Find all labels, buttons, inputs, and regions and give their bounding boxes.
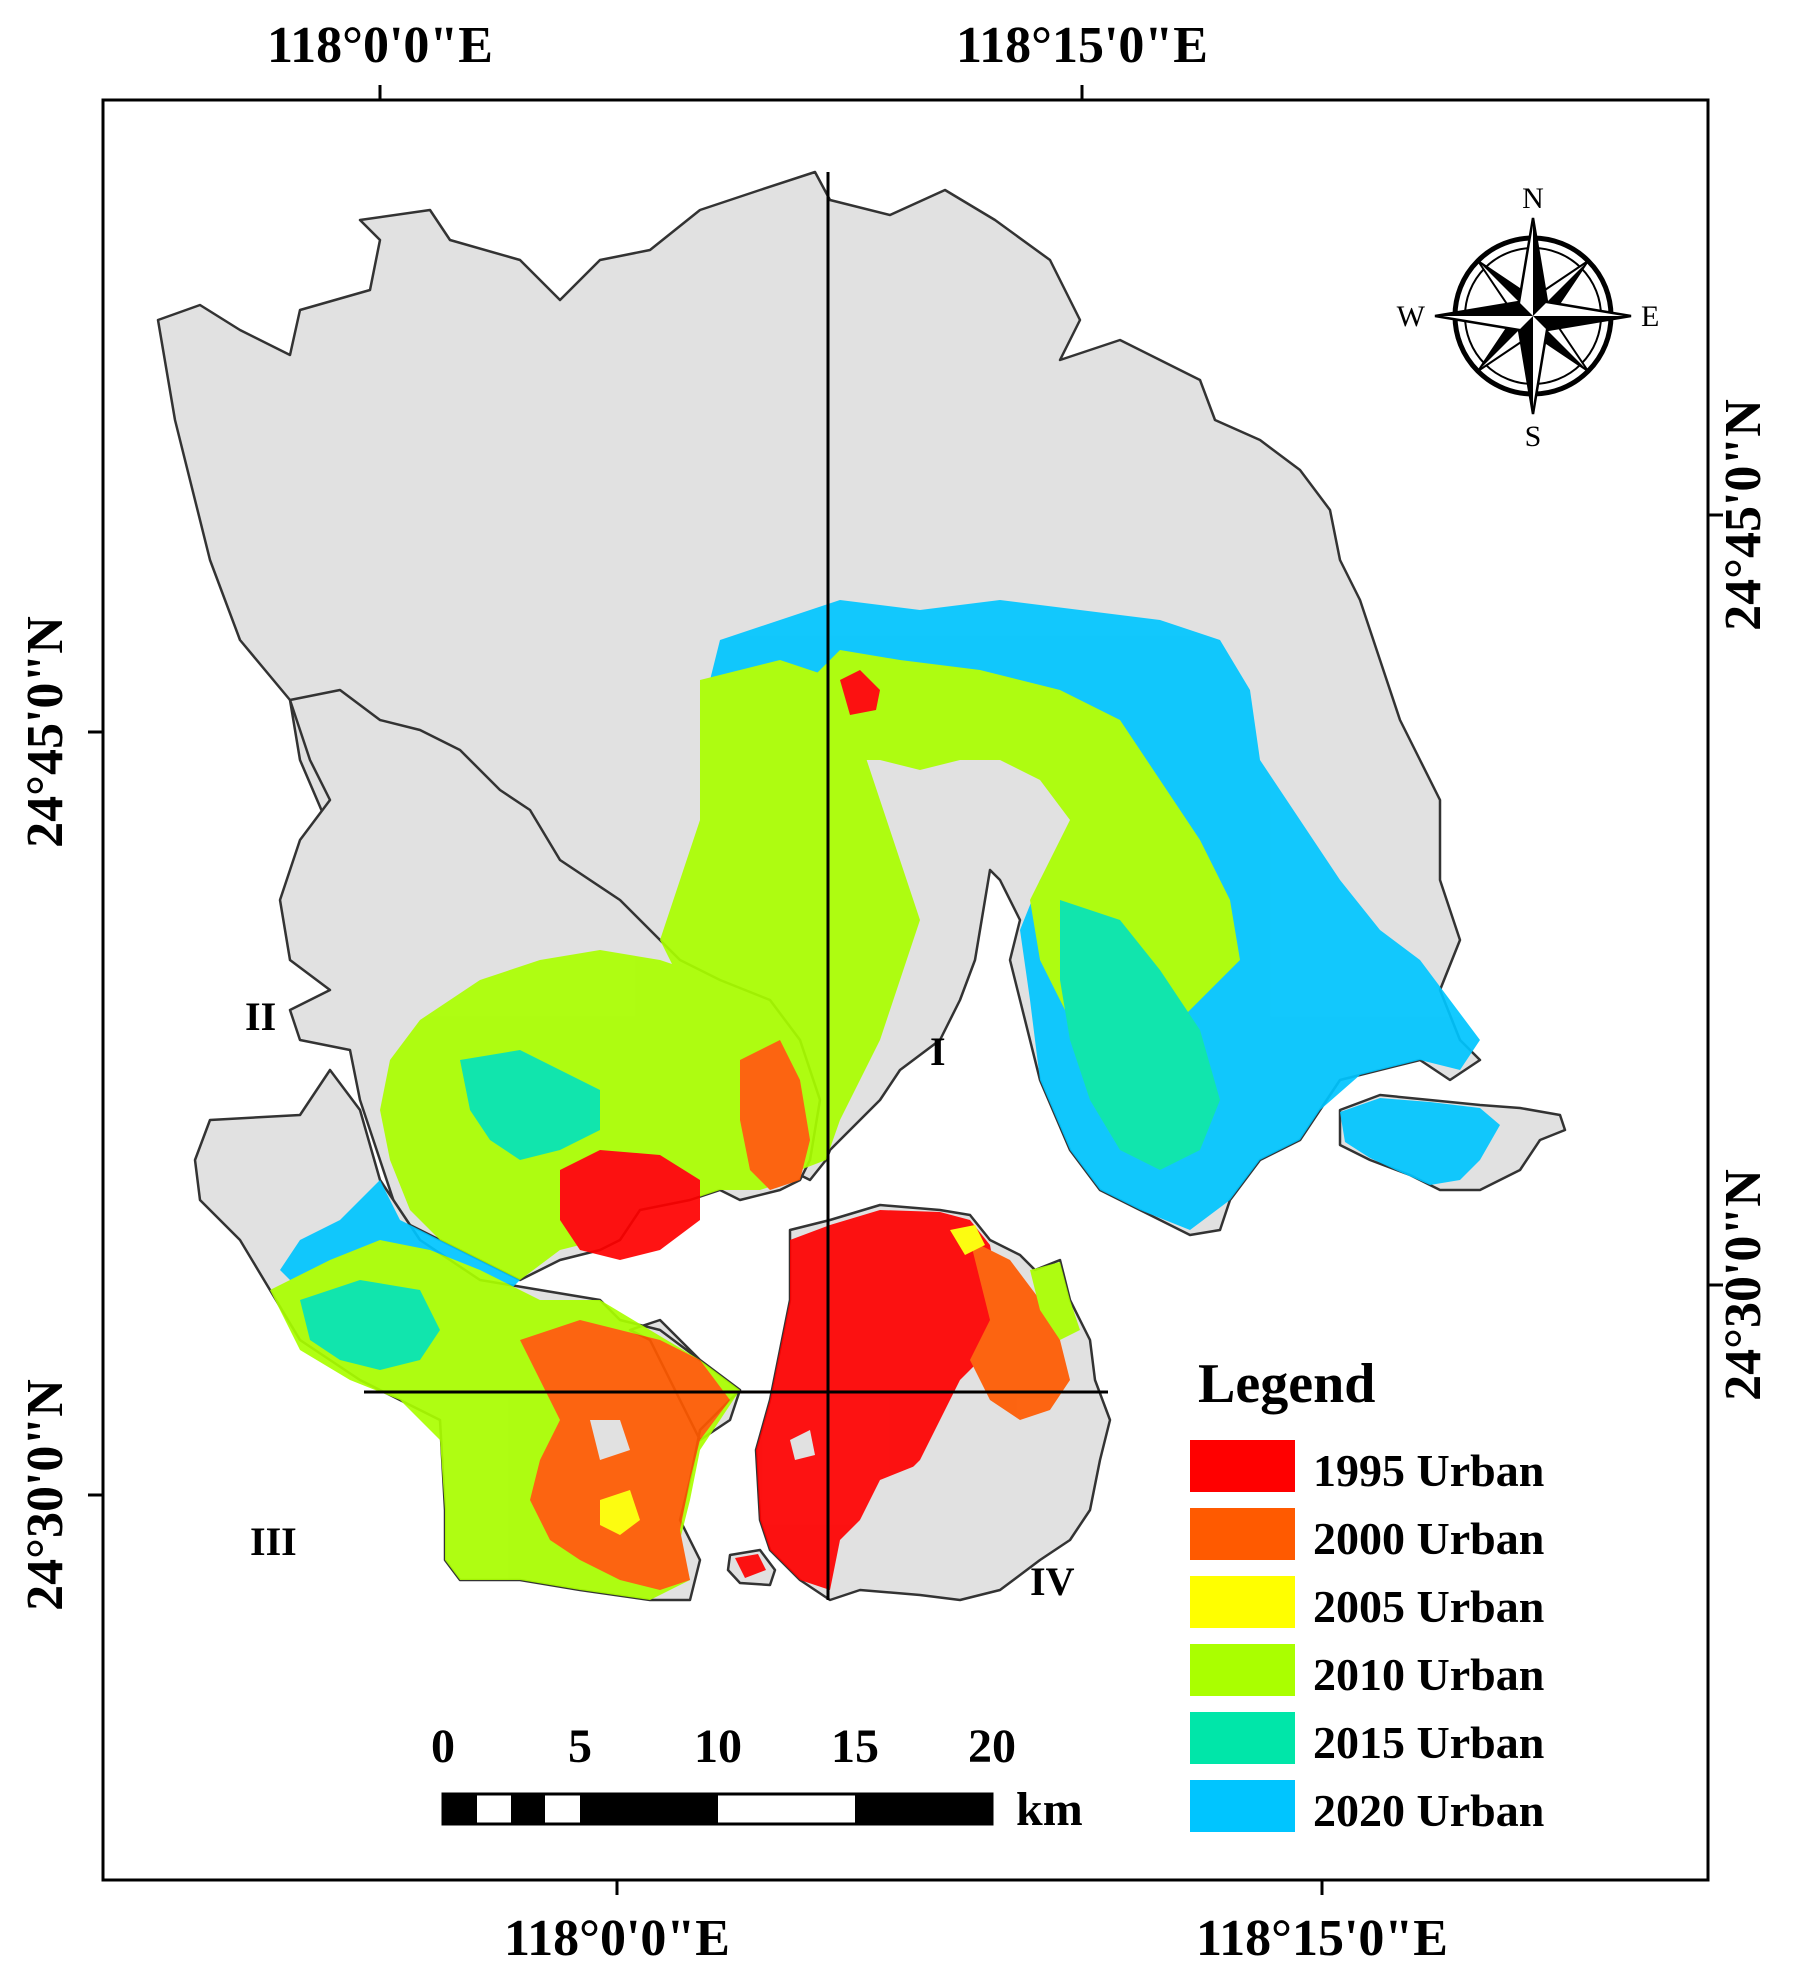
compass-rose: N S E W <box>1397 182 1660 453</box>
zone-label-I: I <box>930 1029 946 1074</box>
patch-2000-island <box>970 1240 1070 1420</box>
urban-patches <box>270 600 1500 1600</box>
patch-2015-west <box>460 1050 600 1160</box>
patch-1995-island <box>756 1210 1000 1590</box>
gap-island-small <box>790 1430 815 1460</box>
zone-label-IV: IV <box>1030 1559 1075 1604</box>
gap-west <box>590 1420 630 1460</box>
coord-top-118-0: 118°0'0"E <box>267 17 493 74</box>
coord-left-24-30: 24°30'0"N <box>17 1379 74 1611</box>
patch-2015-east <box>1060 900 1220 1170</box>
scale-seg-c <box>580 1794 718 1824</box>
patch-2010-island <box>1030 1262 1080 1340</box>
scale-tick-20: 20 <box>968 1720 1016 1773</box>
patch-2005-island <box>950 1225 985 1255</box>
legend: Legend 1995 Urban 2000 Urban 2005 Urban … <box>1190 1353 1544 1836</box>
legend-label-2010: 2010 Urban <box>1313 1649 1544 1700</box>
legend-label-2015: 2015 Urban <box>1313 1717 1544 1768</box>
coord-right-24-45: 24°45'0"N <box>1715 399 1772 631</box>
compass-star-main-dark <box>1435 218 1631 414</box>
legend-label-2005: 2005 Urban <box>1313 1581 1544 1632</box>
scale-seg-a <box>443 1794 477 1824</box>
patch-1995-west <box>560 1150 700 1260</box>
scale-seg-b <box>511 1794 545 1824</box>
scale-seg-d <box>855 1794 992 1824</box>
compass-letter-e: E <box>1641 300 1659 333</box>
legend-swatch-2000 <box>1190 1508 1295 1560</box>
legend-label-1995: 1995 Urban <box>1313 1445 1544 1496</box>
legend-title: Legend <box>1198 1353 1375 1415</box>
scale-tick-15: 15 <box>831 1720 879 1773</box>
compass-letter-s: S <box>1525 420 1542 453</box>
zone-dividers <box>364 172 1108 1600</box>
legend-swatch-2005 <box>1190 1576 1295 1628</box>
legend-label-2020: 2020 Urban <box>1313 1785 1544 1836</box>
legend-swatch-1995 <box>1190 1440 1295 1492</box>
patch-2015-southwest <box>300 1280 440 1370</box>
scale-bar: 0 5 10 15 20 km <box>431 1720 1083 1836</box>
legend-swatch-2015 <box>1190 1712 1295 1764</box>
patch-2000-west <box>740 1040 810 1190</box>
coord-bottom-118-15: 118°15'0"E <box>1196 1910 1448 1967</box>
patch-1995-islet <box>735 1554 766 1578</box>
patch-2000-southwest <box>520 1320 730 1590</box>
patch-1995-north <box>840 670 880 715</box>
compass-letter-w: W <box>1397 300 1426 333</box>
zone-label-II: II <box>245 994 276 1039</box>
gap-island-south <box>860 1440 1060 1580</box>
scale-tick-0: 0 <box>431 1720 455 1773</box>
legend-swatch-2010 <box>1190 1644 1295 1696</box>
scale-tick-10: 10 <box>694 1720 742 1773</box>
coord-top-118-15: 118°15'0"E <box>956 17 1208 74</box>
coord-right-24-30: 24°30'0"N <box>1715 1169 1772 1401</box>
legend-swatch-2020 <box>1190 1780 1295 1832</box>
compass-letter-n: N <box>1522 182 1544 215</box>
scale-tick-5: 5 <box>568 1720 592 1773</box>
non-urban-gaps <box>590 1420 1060 1580</box>
scale-unit: km <box>1016 1783 1083 1836</box>
legend-label-2000: 2000 Urban <box>1313 1513 1544 1564</box>
patch-2020-islet-east <box>1340 1098 1500 1185</box>
coord-left-24-45: 24°45'0"N <box>17 616 74 848</box>
patch-2005-southwest <box>600 1490 640 1535</box>
zone-label-III: III <box>250 1519 297 1564</box>
coord-bottom-118-0: 118°0'0"E <box>504 1910 730 1967</box>
